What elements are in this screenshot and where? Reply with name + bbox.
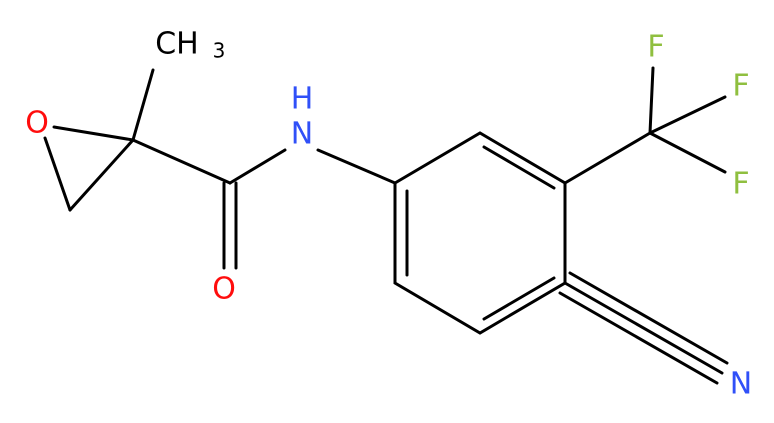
atom-label: F bbox=[647, 30, 664, 65]
bond bbox=[563, 131, 652, 185]
atom-label: O bbox=[212, 272, 236, 307]
bond bbox=[482, 276, 556, 321]
bond bbox=[563, 281, 724, 375]
atom-label: CH bbox=[155, 27, 199, 62]
benzene-ring bbox=[393, 131, 567, 335]
atom-subscript: 3 bbox=[213, 39, 226, 63]
bond bbox=[52, 125, 135, 142]
bond bbox=[558, 291, 719, 385]
atom-label: N bbox=[730, 367, 752, 402]
bond bbox=[43, 136, 72, 212]
bond bbox=[228, 148, 287, 185]
atom-label: N bbox=[291, 117, 313, 152]
bonds bbox=[43, 66, 729, 385]
atom-label: F bbox=[732, 69, 749, 104]
atom-label: O bbox=[25, 106, 49, 141]
bond bbox=[648, 95, 727, 135]
bond bbox=[131, 138, 232, 185]
bond bbox=[568, 271, 729, 365]
bond bbox=[648, 131, 727, 174]
bond bbox=[68, 138, 135, 212]
bond bbox=[648, 66, 655, 135]
atom-label: H bbox=[291, 82, 314, 117]
bond bbox=[482, 145, 556, 190]
bond bbox=[316, 148, 397, 185]
bond bbox=[131, 68, 155, 142]
atom-label: F bbox=[732, 167, 749, 202]
